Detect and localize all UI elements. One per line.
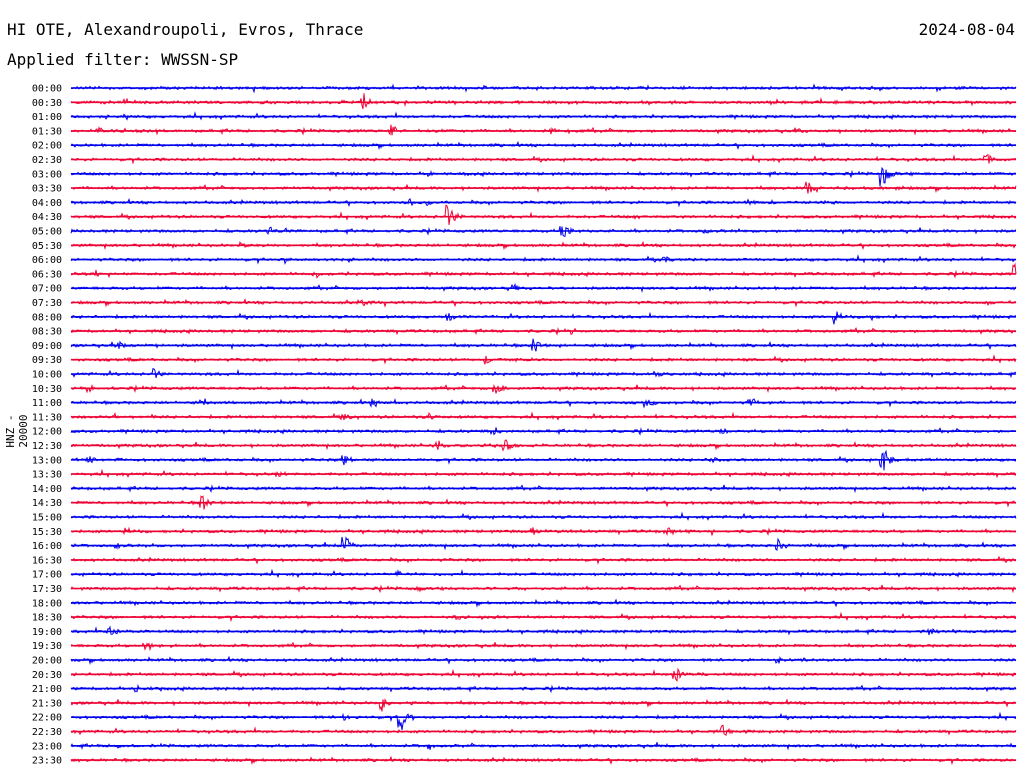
time-tick-label: 00:30 <box>32 98 62 109</box>
time-tick-label: 10:30 <box>32 384 62 395</box>
time-tick-label: 03:00 <box>32 169 62 180</box>
station-title: HI OTE, Alexandroupoli, Evros, Thrace <box>7 20 364 39</box>
time-tick-label: 02:00 <box>32 141 62 152</box>
time-tick-label: 08:30 <box>32 327 62 338</box>
time-tick-label: 20:30 <box>32 670 62 681</box>
seismic-trace <box>70 262 1017 279</box>
time-tick-label: 14:30 <box>32 498 62 509</box>
time-tick-label: 17:30 <box>32 584 62 595</box>
seismic-trace <box>70 93 1017 110</box>
date-label: 2024-08-04 <box>918 20 1015 39</box>
seismic-trace <box>70 204 1017 225</box>
seismic-trace <box>70 536 1017 551</box>
time-tick-label: 04:00 <box>32 198 62 209</box>
time-tick-label: 04:30 <box>32 212 62 223</box>
time-tick-label: 22:00 <box>32 713 62 724</box>
time-tick-label: 22:30 <box>32 727 62 738</box>
time-tick-label: 06:30 <box>32 269 62 280</box>
time-tick-label: 09:00 <box>32 341 62 352</box>
time-tick-label: 20:00 <box>32 656 62 667</box>
time-tick-label: 03:30 <box>32 184 62 195</box>
filter-label: Applied filter: WWSSN-SP <box>7 50 239 69</box>
time-tick-label: 23:30 <box>32 756 62 767</box>
time-tick-label: 16:00 <box>32 541 62 552</box>
time-tick-label: 14:00 <box>32 484 62 495</box>
time-tick-label: 05:00 <box>32 227 62 238</box>
seismic-trace <box>70 311 1017 325</box>
time-tick-label: 16:30 <box>32 555 62 566</box>
time-tick-label: 06:00 <box>32 255 62 266</box>
time-tick-label: 19:30 <box>32 641 62 652</box>
time-tick-label: 00:00 <box>32 84 62 95</box>
time-tick-label: 05:30 <box>32 241 62 252</box>
time-tick-label: 15:00 <box>32 513 62 524</box>
time-tick-label: 18:30 <box>32 613 62 624</box>
time-tick-label: 12:00 <box>32 427 62 438</box>
time-tick-label: 01:00 <box>32 112 62 123</box>
time-tick-label: 19:00 <box>32 627 62 638</box>
time-tick-label: 12:30 <box>32 441 62 452</box>
time-tick-label: 21:00 <box>32 684 62 695</box>
seismic-trace <box>70 124 1017 136</box>
seismic-trace <box>70 698 1017 712</box>
time-tick-label: 09:30 <box>32 355 62 366</box>
seismic-trace <box>70 724 1017 737</box>
time-tick-label: 08:00 <box>32 312 62 323</box>
time-tick-label: 17:00 <box>32 570 62 581</box>
seismic-trace <box>71 711 1017 731</box>
time-tick-label: 11:30 <box>32 412 62 423</box>
time-tick-label: 01:30 <box>32 126 62 137</box>
time-tick-label: 10:00 <box>32 370 62 381</box>
time-tick-label: 21:30 <box>32 698 62 709</box>
time-tick-label: 13:00 <box>32 455 62 466</box>
time-tick-label: 15:30 <box>32 527 62 538</box>
seismic-trace <box>70 166 1017 187</box>
time-tick-label: 07:30 <box>32 298 62 309</box>
time-tick-label: 18:00 <box>32 598 62 609</box>
time-tick-label: 13:30 <box>32 470 62 481</box>
seismic-trace <box>70 449 1017 471</box>
time-tick-label: 23:00 <box>32 741 62 752</box>
time-tick-label: 02:30 <box>32 155 62 166</box>
time-tick-label: 11:00 <box>32 398 62 409</box>
time-tick-label: 07:00 <box>32 284 62 295</box>
